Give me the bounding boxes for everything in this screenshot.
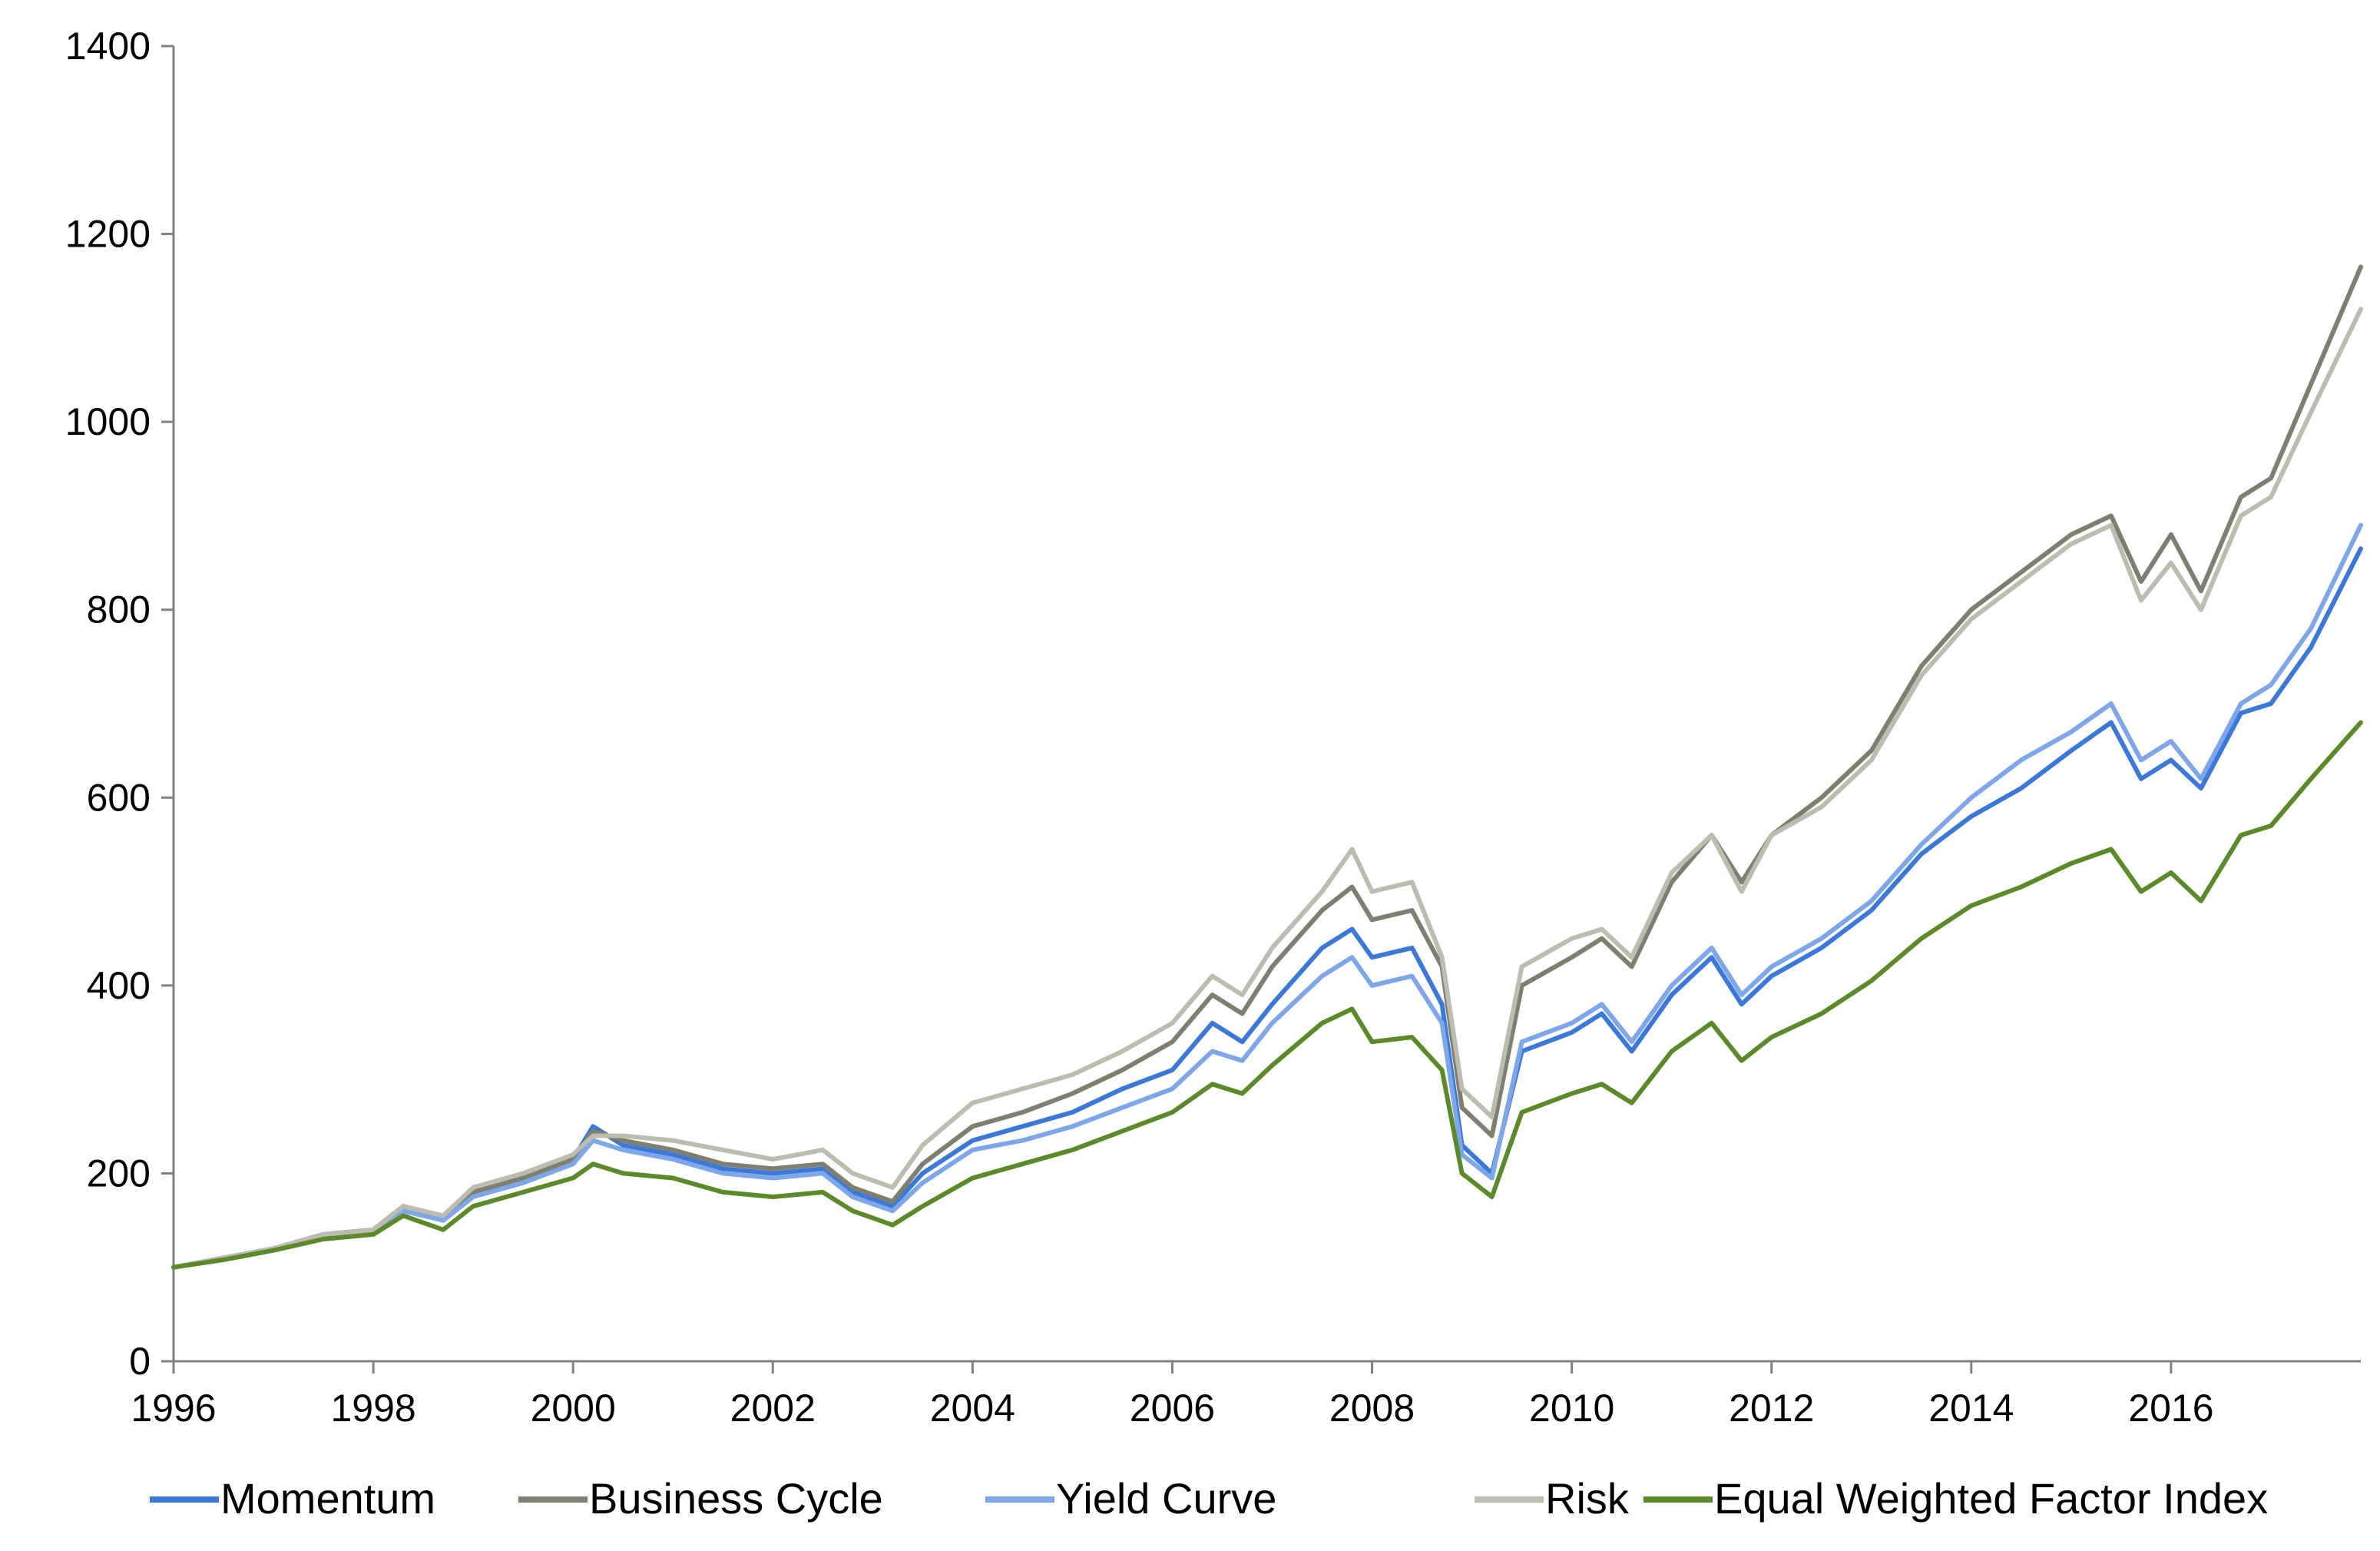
legend-label-equal-weighted-factor-index: Equal Weighted Factor Index [1714,1474,2268,1523]
y-tick-label: 800 [87,588,151,631]
series-line-yield-curve [171,522,2363,1270]
y-axis-ticks: 0 200 400 600 800 1000 1200 1400 [65,25,174,1383]
x-tick-label: 2002 [730,1387,816,1430]
x-tick-label: 2000 [531,1387,616,1430]
x-tick-label: 2006 [1130,1387,1215,1430]
y-tick-label: 0 [129,1340,151,1383]
legend-label-risk: Risk [1545,1474,1630,1523]
x-tick-label: 2012 [1729,1387,1814,1430]
series-line-momentum [171,546,2363,1270]
x-tick-label: 2010 [1529,1387,1614,1430]
y-tick-label: 1200 [65,213,151,256]
y-tick-label: 400 [87,964,151,1007]
x-tick-label: 2016 [2128,1387,2213,1430]
x-tick-label: 2014 [1928,1387,2014,1430]
x-tick-label: 2004 [930,1387,1015,1430]
y-tick-label: 600 [87,776,151,819]
series-line-equal-weighted-factor-index [171,720,2363,1270]
x-tick-label: 2008 [1329,1387,1415,1430]
plot-area: 0 200 400 600 800 1000 1200 1400 1996 1998 2000 20… [65,25,2363,1430]
legend: Momentum Business Cycle Yield Curve Risk Equ… [150,1474,2268,1523]
x-axis-ticks: 1996 1998 2000 2002 2004 2006 2008 2010 2012 2014… [131,1361,2214,1430]
y-tick-label: 1000 [65,400,151,443]
legend-label-business-cycle: Business Cycle [589,1474,883,1523]
series-line-business-cycle [171,264,2363,1270]
legend-label-yield-curve: Yield Curve [1056,1474,1276,1523]
y-tick-label: 1400 [65,25,151,68]
series-lines [171,264,2363,1270]
x-tick-label: 1996 [131,1387,216,1430]
x-tick-label: 1998 [330,1387,415,1430]
legend-label-momentum: Momentum [220,1474,435,1523]
series-line-risk [171,307,2363,1270]
y-tick-label: 200 [87,1152,151,1195]
